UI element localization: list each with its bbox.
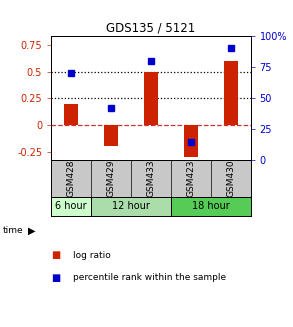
Bar: [104, 125, 118, 146]
Text: GSM429: GSM429: [107, 160, 115, 197]
Bar: [184, 125, 198, 157]
Text: GSM428: GSM428: [67, 160, 76, 197]
Text: 12 hour: 12 hour: [112, 201, 150, 211]
Title: GDS135 / 5121: GDS135 / 5121: [106, 22, 195, 35]
Text: 18 hour: 18 hour: [192, 201, 229, 211]
Bar: [144, 72, 158, 125]
Text: percentile rank within the sample: percentile rank within the sample: [73, 273, 226, 283]
Text: GSM430: GSM430: [226, 160, 235, 197]
Bar: [64, 104, 78, 125]
Bar: [171, 197, 251, 216]
Text: log ratio: log ratio: [73, 250, 111, 260]
Bar: [91, 197, 171, 216]
Bar: [51, 197, 91, 216]
Bar: [224, 61, 238, 125]
Text: GSM433: GSM433: [146, 160, 155, 197]
Text: ■: ■: [51, 250, 61, 260]
Text: 6 hour: 6 hour: [55, 201, 87, 211]
Text: ▶: ▶: [28, 226, 35, 236]
Text: GSM423: GSM423: [186, 160, 195, 197]
Text: ■: ■: [51, 273, 61, 283]
Text: time: time: [3, 226, 23, 235]
